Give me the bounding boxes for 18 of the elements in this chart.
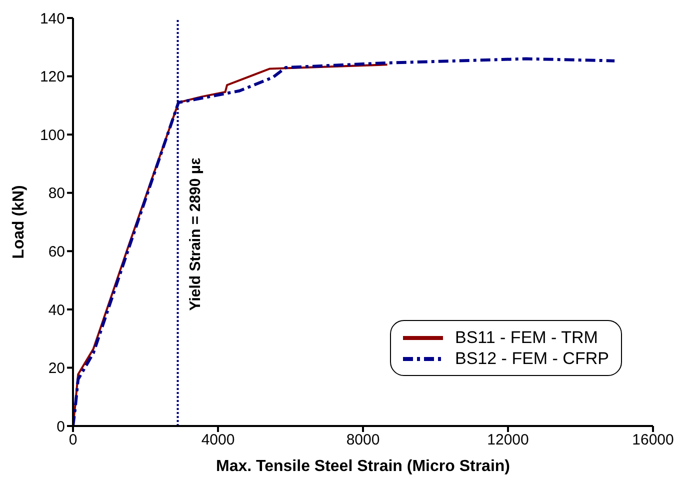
legend-label: BS11 - FEM - TRM	[455, 327, 598, 348]
x-axis-title: Max. Tensile Steel Strain (Micro Strain)	[216, 458, 510, 475]
y-tick-label: 100	[40, 126, 65, 144]
y-tick-label: 40	[48, 302, 65, 319]
y-tick-label: 120	[40, 68, 65, 86]
y-tick-label: 60	[48, 243, 65, 260]
x-tick-label: 4000	[201, 432, 235, 449]
x-tick-label: 16000	[632, 432, 674, 449]
y-tick-label: 140	[40, 10, 65, 28]
y-tick-label: 80	[48, 185, 65, 202]
ref-line-label: Yield Strain = 2890 με	[186, 158, 204, 311]
y-tick-label: 0	[56, 418, 65, 436]
legend-label: BS12 - FEM - CFRP	[455, 348, 609, 369]
x-tick-label: 8000	[346, 432, 380, 449]
x-tick-label: 0	[68, 432, 78, 449]
y-axis-title: Load (kN)	[10, 185, 28, 259]
x-tick-label: 12000	[487, 432, 529, 449]
y-tick-label: 20	[48, 360, 65, 378]
